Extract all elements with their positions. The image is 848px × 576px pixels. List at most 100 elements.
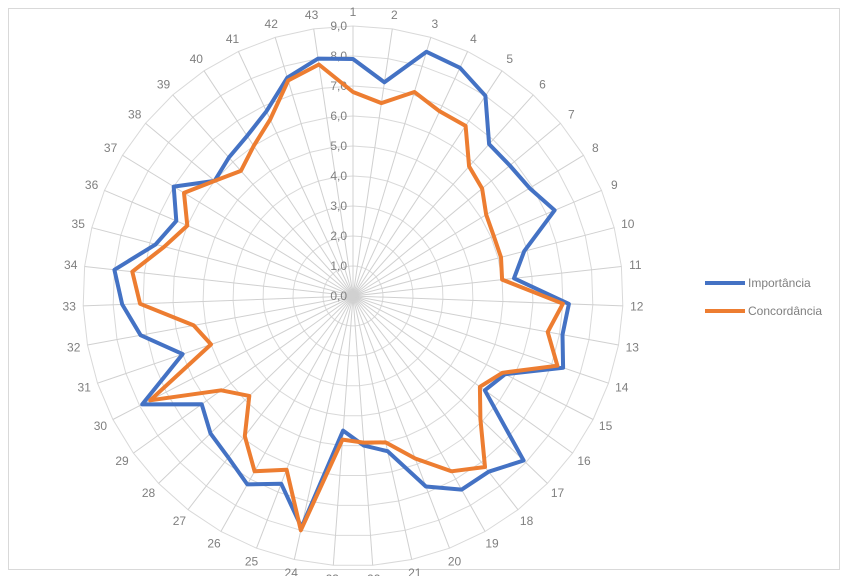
spoke-35 — [91, 227, 354, 297]
category-label-40: 40 — [190, 52, 204, 66]
spoke-6 — [352, 94, 534, 297]
spoke-7 — [352, 122, 561, 297]
spoke-10 — [352, 227, 615, 297]
spoke-19 — [352, 295, 486, 532]
category-label-21: 21 — [408, 566, 422, 576]
category-label-30: 30 — [94, 419, 108, 433]
tick-label: 2,0 — [330, 229, 347, 243]
category-label-24: 24 — [285, 566, 299, 576]
category-label-1: 1 — [350, 5, 357, 19]
category-label-34: 34 — [64, 258, 78, 272]
spoke-24 — [293, 295, 354, 560]
spoke-4 — [352, 51, 469, 297]
grid-ring-9 — [82, 25, 624, 566]
grid-ring-6 — [172, 115, 534, 476]
spoke-20 — [352, 295, 450, 549]
category-label-41: 41 — [226, 32, 240, 46]
category-label-18: 18 — [520, 514, 534, 528]
category-label-9: 9 — [611, 178, 618, 192]
spoke-40 — [203, 70, 354, 297]
category-label-19: 19 — [485, 537, 499, 551]
spoke-17 — [352, 295, 548, 484]
category-label-25: 25 — [245, 554, 259, 568]
category-labels: 1234567891011121314151617181920212223242… — [63, 5, 644, 576]
legend-label-1: Importância — [748, 276, 811, 290]
category-label-33: 33 — [63, 299, 77, 313]
category-label-36: 36 — [85, 178, 99, 192]
spoke-2 — [352, 28, 393, 297]
category-label-22: 22 — [367, 572, 381, 576]
spoke-5 — [352, 70, 503, 297]
spoke-8 — [352, 154, 584, 297]
spoke-22 — [352, 295, 374, 566]
spoke-12 — [352, 295, 623, 307]
spoke-13 — [352, 295, 619, 346]
category-label-4: 4 — [470, 32, 477, 46]
spoke-18 — [352, 295, 519, 511]
spoke-36 — [104, 189, 354, 297]
spoke-32 — [87, 295, 354, 346]
spoke-25 — [256, 295, 354, 549]
category-label-39: 39 — [157, 78, 171, 92]
category-label-10: 10 — [621, 217, 635, 231]
category-label-2: 2 — [391, 8, 398, 22]
spoke-43 — [313, 28, 354, 297]
category-label-17: 17 — [551, 486, 565, 500]
spoke-39 — [172, 94, 354, 297]
category-label-13: 13 — [626, 341, 640, 355]
category-label-12: 12 — [630, 299, 644, 313]
spoke-38 — [145, 122, 354, 297]
category-label-7: 7 — [568, 107, 575, 121]
tick-label: 0,0 — [330, 289, 347, 303]
category-label-15: 15 — [599, 419, 613, 433]
category-label-29: 29 — [115, 454, 129, 468]
category-label-28: 28 — [142, 486, 156, 500]
grid-ring-4 — [232, 175, 474, 417]
spoke-9 — [352, 189, 602, 297]
grid-ring-5 — [202, 145, 504, 447]
series-line-2 — [130, 62, 565, 533]
spoke-15 — [352, 295, 594, 420]
spoke-34 — [84, 266, 354, 297]
category-label-42: 42 — [265, 17, 279, 31]
category-label-43: 43 — [305, 8, 319, 22]
category-label-8: 8 — [592, 141, 599, 155]
spoke-26 — [220, 295, 354, 532]
category-label-38: 38 — [128, 107, 142, 121]
radial-tick-labels: 0,01,02,03,04,05,06,07,08,09,0 — [330, 19, 347, 303]
category-label-32: 32 — [67, 341, 81, 355]
spoke-28 — [158, 295, 354, 484]
category-label-27: 27 — [173, 514, 187, 528]
tick-label: 3,0 — [330, 199, 347, 213]
category-label-37: 37 — [104, 141, 118, 155]
grid — [82, 25, 624, 566]
tick-label: 5,0 — [330, 139, 347, 153]
spoke-41 — [237, 51, 354, 297]
spoke-11 — [352, 266, 622, 297]
grid-ring-8 — [112, 55, 594, 536]
category-label-26: 26 — [207, 537, 221, 551]
spoke-27 — [187, 295, 354, 511]
spokes — [83, 26, 623, 566]
spoke-31 — [97, 295, 354, 384]
category-label-20: 20 — [448, 554, 462, 568]
tick-label: 6,0 — [330, 109, 347, 123]
tick-label: 9,0 — [330, 19, 347, 33]
tick-label: 1,0 — [330, 259, 347, 273]
legend-label-2: Concordância — [748, 304, 822, 318]
spoke-14 — [352, 295, 609, 384]
spoke-16 — [352, 295, 573, 454]
series-line-1 — [112, 49, 571, 530]
legend: Importância Concordância — [705, 276, 822, 318]
spoke-33 — [83, 295, 354, 307]
spoke-3 — [352, 37, 432, 297]
spoke-21 — [352, 295, 413, 560]
category-label-14: 14 — [615, 381, 629, 395]
category-label-35: 35 — [72, 217, 86, 231]
grid-ring-3 — [262, 205, 444, 387]
category-label-3: 3 — [431, 17, 438, 31]
category-label-16: 16 — [577, 454, 591, 468]
grid-ring-2 — [292, 235, 414, 357]
tick-label: 4,0 — [330, 169, 347, 183]
